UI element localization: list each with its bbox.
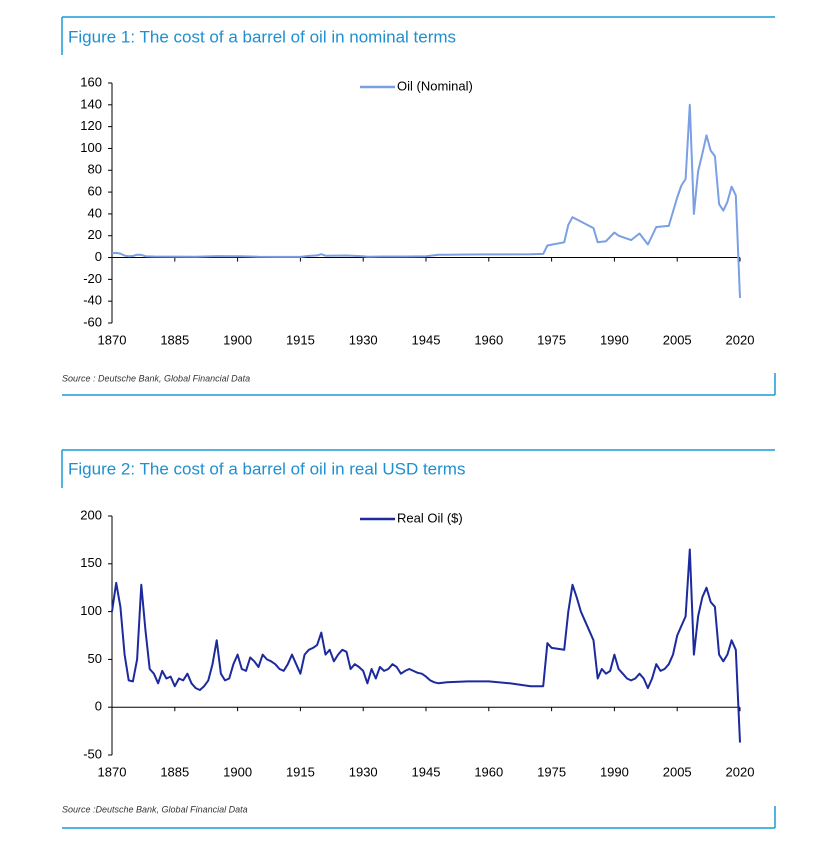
x-tick-label: 2005 (663, 332, 692, 347)
x-tick-label: 1975 (537, 764, 566, 779)
y-tick-label: 40 (88, 205, 102, 220)
x-tick-label: 1900 (223, 332, 252, 347)
x-tick-label: 1945 (412, 764, 441, 779)
x-tick-label: 1990 (600, 332, 629, 347)
y-tick-label: 160 (80, 74, 102, 89)
y-tick-label: -50 (83, 746, 102, 761)
legend-label: Oil (Nominal) (397, 78, 473, 93)
x-tick-label: 1930 (349, 332, 378, 347)
x-tick-label: 1900 (223, 764, 252, 779)
x-tick-label: 1975 (537, 332, 566, 347)
x-tick-label: 2005 (663, 764, 692, 779)
source-note: Source : Deutsche Bank, Global Financial… (62, 373, 250, 383)
x-tick-label: 1885 (160, 332, 189, 347)
y-tick-label: 0 (95, 249, 102, 264)
x-tick-label: 1870 (98, 332, 127, 347)
legend-label: Real Oil ($) (397, 510, 463, 525)
x-tick-label: 1960 (474, 764, 503, 779)
y-tick-label: 50 (88, 651, 102, 666)
y-tick-label: -40 (83, 293, 102, 308)
y-tick-label: 60 (88, 184, 102, 199)
x-tick-label: 1930 (349, 764, 378, 779)
x-tick-label: 1915 (286, 764, 315, 779)
x-tick-label: 1960 (474, 332, 503, 347)
y-tick-label: 100 (80, 603, 102, 618)
x-tick-label: 1870 (98, 764, 127, 779)
x-tick-label: 1885 (160, 764, 189, 779)
y-tick-label: 200 (80, 507, 102, 522)
x-tick-label: 1915 (286, 332, 315, 347)
source-note: Source :Deutsche Bank, Global Financial … (62, 804, 248, 814)
y-tick-label: 150 (80, 555, 102, 570)
chart-title: Figure 2: The cost of a barrel of oil in… (68, 459, 465, 478)
data-line (111, 103, 741, 298)
y-tick-label: 140 (80, 96, 102, 111)
y-tick-label: -60 (83, 314, 102, 329)
y-tick-label: 120 (80, 118, 102, 133)
y-tick-label: -20 (83, 271, 102, 286)
x-tick-label: 1945 (412, 332, 441, 347)
data-line (111, 548, 741, 743)
chart-title: Figure 1: The cost of a barrel of oil in… (68, 27, 456, 46)
y-tick-label: 0 (95, 699, 102, 714)
x-tick-label: 2020 (726, 332, 755, 347)
y-tick-label: 20 (88, 227, 102, 242)
x-tick-label: 1990 (600, 764, 629, 779)
x-tick-label: 2020 (726, 764, 755, 779)
y-tick-label: 80 (88, 162, 102, 177)
y-tick-label: 100 (80, 140, 102, 155)
